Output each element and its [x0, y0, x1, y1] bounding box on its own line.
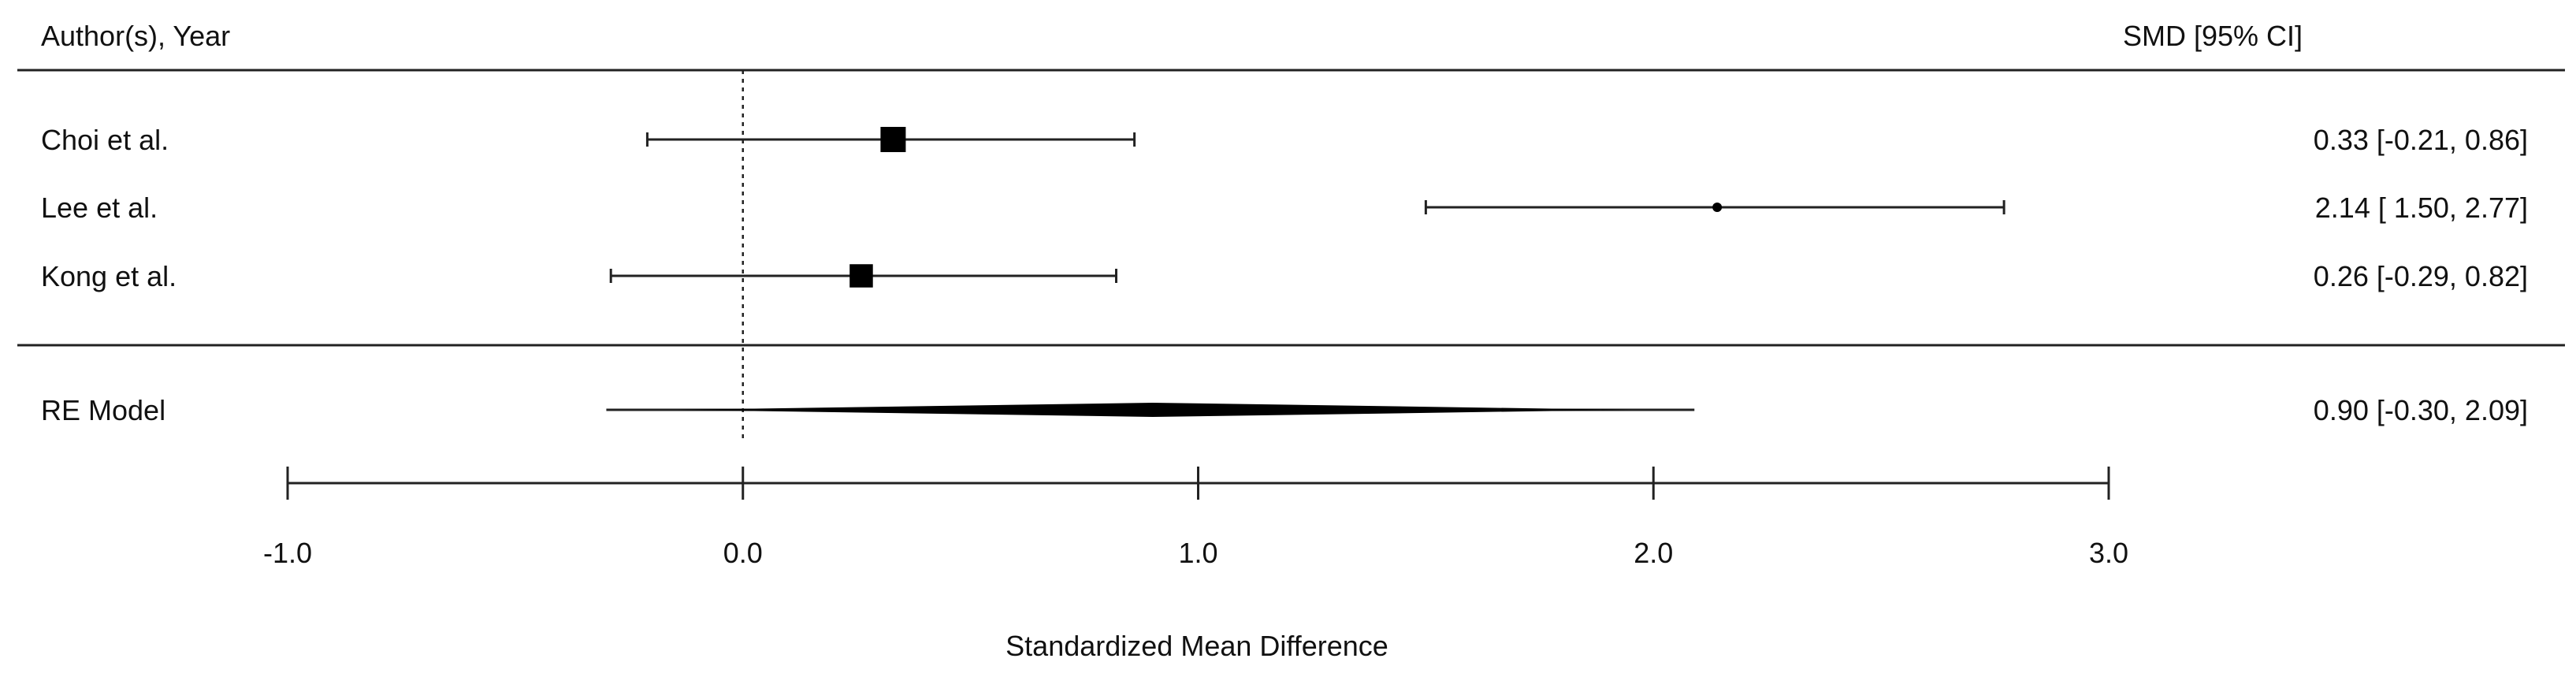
study-column-header: Author(s), Year: [41, 20, 230, 52]
x-tick-label: -1.0: [263, 537, 312, 569]
study-label: Lee et al.: [41, 192, 158, 224]
study-label: Kong et al.: [41, 260, 177, 292]
study-estimate-text: 2.14 [ 1.50, 2.77]: [2315, 192, 2528, 224]
x-tick-label: 2.0: [1634, 537, 1673, 569]
study-row: Lee et al. 2.14 [ 1.50, 2.77]: [41, 192, 2528, 224]
study-point-estimate: [880, 127, 906, 152]
study-point-estimate: [1712, 203, 1723, 212]
x-tick-label: 0.0: [723, 537, 763, 569]
x-tick-label: 3.0: [2089, 537, 2128, 569]
x-axis-title: Standardized Mean Difference: [1005, 630, 1388, 662]
x-axis: -1.0 0.0 1.0 2.0 3.0: [263, 467, 2128, 569]
study-rows: Choi et al. 0.33 [-0.21, 0.86] Lee et al. 2…: [41, 124, 2528, 292]
study-label: Choi et al.: [41, 124, 169, 156]
study-row: Choi et al. 0.33 [-0.21, 0.86]: [41, 124, 2528, 156]
study-estimate-text: 0.26 [-0.29, 0.82]: [2314, 260, 2528, 292]
summary-label: RE Model: [41, 394, 165, 426]
study-point-estimate: [849, 264, 873, 288]
x-tick-label: 1.0: [1178, 537, 1217, 569]
summary-estimate-text: 0.90 [-0.30, 2.09]: [2314, 394, 2528, 426]
study-estimate-text: 0.33 [-0.21, 0.86]: [2314, 124, 2528, 156]
summary-diamond: [677, 403, 1632, 417]
study-row: Kong et al. 0.26 [-0.29, 0.82]: [41, 260, 2528, 292]
summary-row: RE Model 0.90 [-0.30, 2.09]: [41, 394, 2528, 426]
estimate-column-header: SMD [95% CI]: [2123, 20, 2303, 52]
